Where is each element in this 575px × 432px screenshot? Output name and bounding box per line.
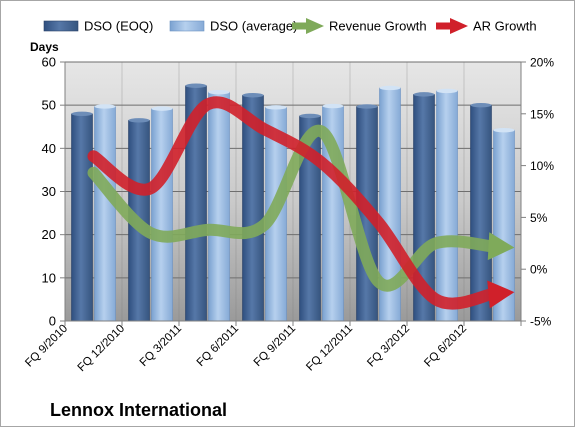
y-right-tick-label: 20% <box>530 56 554 70</box>
y-left-tick-label: 20 <box>42 227 56 242</box>
y-right-tick-label: 5% <box>530 211 548 225</box>
bar-top <box>94 104 116 109</box>
bar-top <box>413 92 435 97</box>
legend-swatch-dso-average <box>169 20 205 32</box>
legend-arrow-ar-growth <box>450 18 468 34</box>
bar-top <box>299 113 321 119</box>
bar-top <box>436 88 458 94</box>
legend-swatch-dso-eoq <box>43 20 79 32</box>
bar-top <box>208 90 230 95</box>
bar-dso-average <box>94 106 116 322</box>
revenue-growth-line <box>87 124 499 292</box>
y-right-tick-label: 0% <box>530 263 548 277</box>
y-left-tick-label: 60 <box>42 55 56 70</box>
legend-arrow-revenue-growth <box>306 18 324 34</box>
bar-top <box>322 103 344 109</box>
y-right-tick-label: 15% <box>530 107 554 121</box>
bar-top <box>151 106 173 111</box>
legend-label-dso-average: DSO (average) <box>210 19 297 34</box>
y-right-tick-label: -5% <box>530 315 552 329</box>
bar-top <box>470 102 492 108</box>
bar-dso-eoq <box>71 113 93 322</box>
legend-label-ar-growth: AR Growth <box>473 19 537 34</box>
y-right-tick-label: 10% <box>530 159 554 173</box>
revenue-growth-arrowhead <box>487 232 515 261</box>
bar-dso-average <box>436 90 458 322</box>
bar-dso-average <box>208 91 230 322</box>
y-left-tick-label: 30 <box>42 184 56 199</box>
ar-growth-arrowhead <box>487 280 515 309</box>
company-title: Lennox International <box>50 400 227 420</box>
y-left-tick-label: 0 <box>49 314 56 329</box>
bar-top <box>379 85 401 91</box>
bar-top <box>185 83 207 88</box>
legend: DSO (EOQ) DSO (average) Revenue Growth AR G… <box>43 18 537 34</box>
y-left-tick-label: 40 <box>42 141 56 156</box>
growth-lines <box>87 96 515 310</box>
bar-top <box>71 111 93 117</box>
bar-top <box>265 105 287 110</box>
bar-top <box>128 118 150 123</box>
y-left-tick-label: 50 <box>42 98 56 113</box>
bar-dso-average <box>151 108 173 322</box>
bar-top <box>242 93 264 98</box>
y-axis-label: Days <box>30 40 59 54</box>
bar-top <box>493 128 515 133</box>
ar-growth-line <box>87 96 499 310</box>
y-left-tick-label: 10 <box>42 270 56 285</box>
legend-label-revenue-growth: Revenue Growth <box>329 19 427 34</box>
legend-label-dso-eoq: DSO (EOQ) <box>84 19 153 34</box>
bar-top <box>356 104 378 109</box>
